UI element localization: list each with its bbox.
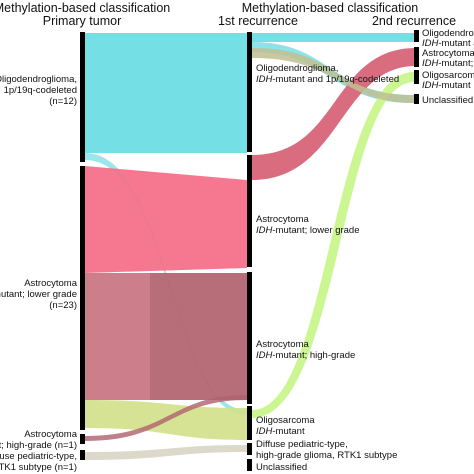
label-rec1-diffuse-2: high-grade glioma, RTK1 subtype <box>256 450 397 461</box>
flow-rec1-to-rec2-unclassified-olive <box>252 48 414 103</box>
node-rec1-astro-high <box>247 272 252 404</box>
label-primary-oligo-1: Oligodendroglioma, <box>0 74 77 85</box>
label-primary-astrohigh-2: t; high-grade (n=1) <box>0 440 77 451</box>
node-rec1-oligo <box>247 32 252 152</box>
node-rec2-oligo <box>414 30 419 42</box>
flow-layer <box>85 33 414 460</box>
label-primary-astro-3: (n=23) <box>49 300 77 311</box>
label-rec1-oligosarcoma-2: IDH-mutant <box>256 426 305 437</box>
header-col1-top: Methylation-based classification <box>0 1 170 15</box>
node-primary-astro-lower <box>80 166 85 430</box>
node-rec1-unclassified <box>247 459 252 471</box>
label-rec1-unclassified: Unclassified <box>256 462 307 473</box>
flow-rec1-oligosarcoma-to-rec2-oligosarcoma <box>252 72 414 418</box>
headers: Methylation-based classification Primary… <box>0 1 456 28</box>
label-rec1-oligo-1: Oligodendroglioma, <box>256 63 338 74</box>
label-primary-diffuse-2: RTK1 subtype (n=1) <box>0 462 77 473</box>
flow-primary-astro-to-rec1-astro-high-shade <box>150 273 247 400</box>
flow-rec1-astro-to-rec2-astro <box>252 48 414 180</box>
flow-primary-astrohigh-to-rec1-astrohigh <box>85 395 247 441</box>
label-rec2-oligo-2: IDH-mutant a <box>422 38 474 49</box>
node-primary-oligo <box>80 32 85 162</box>
node-layer <box>80 30 419 471</box>
label-rec2-astro-2: IDH-mutant; l <box>422 58 474 69</box>
label-rec1-oligosarcoma-1: Oligosarcoma <box>256 415 315 426</box>
label-primary-oligo-2: 1p/19q-codeleted <box>4 85 77 96</box>
label-primary-diffuse-1: fuse pediatric-type, <box>0 451 77 462</box>
flow-primary-oligo-to-rec1-oligo <box>85 33 247 153</box>
node-rec2-oligosarcoma <box>414 70 419 84</box>
label-primary-astro-2: mutant; lower grade <box>0 289 77 300</box>
label-rec2-oligo-1: Oligodendrog <box>422 28 474 39</box>
header-col2-bottom: 1st recurrence <box>218 14 298 28</box>
node-rec1-oligosarcoma <box>247 406 252 440</box>
label-rec1-astrohigh-2: IDH-mutant; high-grade <box>256 350 355 361</box>
label-rec1-diffuse-1: Diffuse pediatric-type, <box>256 439 348 450</box>
rec1-labels: Oligodendroglioma, IDH-mutant and 1p/19q… <box>256 63 399 473</box>
label-rec1-astrohigh-1: Astrocytoma <box>256 339 310 350</box>
node-rec2-unclassified <box>414 94 419 104</box>
node-rec1-diffuse <box>247 443 252 455</box>
rec2-labels: Oligodendrog IDH-mutant a Astrocytoma ID… <box>422 28 474 106</box>
label-rec2-astro-1: Astrocytoma <box>422 48 474 59</box>
label-primary-oligo-3: (n=12) <box>49 96 77 107</box>
label-rec2-unclassified: Unclassified <box>422 95 473 106</box>
node-primary-diffuse <box>80 450 85 460</box>
label-rec2-oligosarcoma-1: Oligosarcoma <box>422 70 474 81</box>
flow-rec1-oligo-to-rec2-oligo <box>252 33 414 42</box>
node-rec1-astro-lower <box>247 155 252 267</box>
node-rec2-astro <box>414 47 419 67</box>
header-col1-bottom: Primary tumor <box>43 14 121 28</box>
flow-primary-astro-to-rec1-astro-lower <box>85 166 247 273</box>
flow-primary-diffuse-to-rec1-diffuse <box>85 445 247 460</box>
label-primary-astrohigh-1: Astrocytoma <box>24 429 78 440</box>
label-rec1-astrolower-2: IDH-mutant; lower grade <box>256 225 360 236</box>
header-col3-bottom: 2nd recurrence <box>372 14 456 28</box>
node-primary-astro-high <box>80 434 85 444</box>
header-col2-top: Methylation-based classification <box>242 1 419 15</box>
label-rec2-oligosarcoma-2: IDH-mutant <box>422 80 471 91</box>
primary-labels: Oligodendroglioma, 1p/19q-codeleted (n=1… <box>0 74 78 473</box>
label-primary-astro-1: Astrocytoma <box>24 278 78 289</box>
label-rec1-astrolower-1: Astrocytoma <box>256 214 310 225</box>
label-rec1-oligo-2: IDH-mutant and 1p/19q-codeleted <box>256 74 399 85</box>
